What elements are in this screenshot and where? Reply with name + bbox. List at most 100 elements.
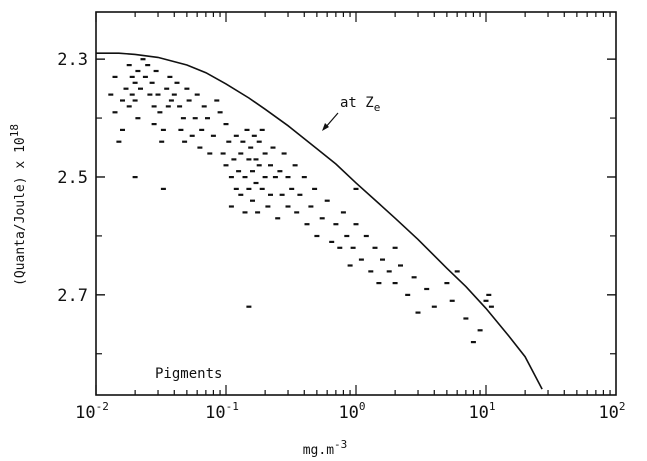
data-point [207, 152, 213, 155]
data-point [337, 246, 343, 249]
y-tick-labels: 2.3 2.5 2.7 [57, 50, 88, 306]
data-point [205, 117, 210, 120]
data-point [186, 99, 192, 102]
data-point [228, 176, 234, 179]
data-point [160, 187, 166, 190]
data-point [157, 111, 163, 114]
data-point [376, 282, 382, 285]
data-point [259, 187, 265, 190]
x-axis-label: mg.m-3 [303, 438, 348, 458]
data-point [277, 170, 283, 173]
data-point [265, 205, 271, 208]
data-point [214, 99, 220, 102]
data-point [132, 176, 138, 179]
x-tick-label: 102 [598, 400, 625, 423]
data-point [253, 181, 259, 185]
data-point [350, 246, 356, 249]
data-point [340, 211, 346, 214]
data-point [126, 105, 132, 108]
data-point [353, 187, 359, 190]
data-point [250, 199, 255, 202]
data-point [268, 164, 273, 167]
data-point [319, 217, 325, 220]
data-point [138, 87, 143, 90]
data-point [132, 99, 138, 102]
data-point [164, 87, 170, 90]
x-tick-label: 101 [468, 400, 495, 423]
y-axis-label: (Quanta/Joule) x 1018 [8, 124, 28, 286]
data-point [194, 93, 200, 96]
data-point [392, 246, 398, 249]
data-point [223, 123, 229, 126]
data-point [168, 99, 174, 102]
data-point [285, 176, 291, 179]
data-point [238, 193, 244, 196]
data-point [210, 134, 216, 137]
data-point [184, 87, 190, 90]
x-tick-labels: 10-2 10-1 100 101 102 [75, 400, 625, 423]
data-point [135, 69, 141, 73]
data-points [108, 58, 494, 344]
data-point [250, 170, 255, 173]
data-point [253, 158, 259, 161]
data-point [120, 128, 125, 131]
data-point [236, 170, 242, 173]
data-point [233, 187, 239, 190]
data-point [372, 246, 378, 249]
y-tick-label: 2.5 [57, 168, 88, 188]
data-point [201, 105, 207, 108]
data-point [268, 193, 273, 196]
data-point [314, 234, 320, 238]
data-point [444, 282, 450, 285]
data-point [262, 176, 268, 179]
data-point [149, 81, 155, 84]
data-point [486, 293, 492, 296]
data-point [289, 187, 295, 190]
data-point [199, 128, 205, 131]
data-point [246, 187, 252, 190]
data-point [171, 93, 177, 96]
data-point [153, 69, 159, 73]
x-tick-label: 10-1 [205, 400, 239, 423]
data-point [256, 164, 262, 167]
x-tick-label: 100 [338, 400, 365, 423]
data-point [238, 152, 244, 155]
data-point [380, 258, 385, 261]
data-point [483, 299, 489, 302]
data-point [142, 75, 148, 78]
data-point [140, 58, 146, 61]
data-point [147, 93, 153, 96]
data-point [182, 140, 188, 143]
data-point [129, 93, 135, 96]
data-point [294, 211, 300, 214]
arrow-head [322, 123, 329, 131]
data-point [135, 117, 141, 120]
data-point [312, 187, 318, 190]
data-point [329, 240, 335, 243]
annotation-at-ze: at Ze [340, 95, 380, 114]
data-point [129, 75, 135, 78]
data-point [386, 270, 392, 273]
data-point [223, 164, 229, 167]
data-point [180, 117, 186, 120]
data-point [226, 140, 232, 143]
data-point [160, 128, 166, 131]
data-point [262, 152, 268, 155]
data-point [304, 223, 310, 226]
data-point [454, 270, 460, 273]
data-point [112, 75, 118, 78]
data-point [488, 305, 494, 308]
data-point [449, 299, 455, 302]
data-point [197, 146, 203, 149]
data-point [255, 211, 261, 214]
data-point [242, 211, 248, 214]
data-point [145, 64, 151, 67]
curve-line [96, 52, 543, 390]
data-point [248, 146, 254, 149]
data-point [246, 305, 252, 308]
data-point [368, 270, 374, 273]
data-point [424, 287, 430, 291]
data-point [363, 234, 369, 238]
data-point [297, 193, 303, 196]
